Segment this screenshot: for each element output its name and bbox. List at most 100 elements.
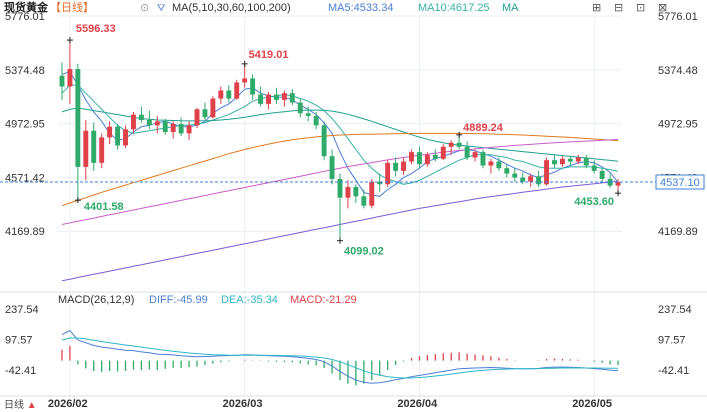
candle-body [234,82,240,99]
period-corner-label: 日线 ▲ [4,396,37,411]
period-selector[interactable]: 【日线】 [50,2,94,14]
candle [448,140,454,155]
candle-body [281,93,287,100]
instrument-title: 现货黄金 [4,2,48,14]
candle-body [385,162,391,185]
candle [178,117,184,137]
candle [59,62,65,100]
candle [591,160,597,174]
candle-body [321,125,327,157]
candle-body [202,109,208,118]
candle [552,154,557,169]
candle-body [575,157,581,162]
candle [559,156,565,167]
ma-line-ma30 [61,107,619,162]
candle [194,107,200,129]
ma-line-ma100 [61,139,619,225]
candle [464,141,470,161]
candle-body [345,186,351,198]
candle-body [496,161,502,169]
annotation-label-low: 4401.58 [84,201,124,213]
candle [432,149,438,162]
candle [210,95,216,119]
candle [353,184,359,204]
candle-body [170,123,176,133]
candle-body [528,176,534,182]
candle-body [83,130,89,167]
annotation-label-high: 5596.33 [76,23,116,35]
candle-body [258,94,264,104]
ma-chart-icon[interactable]: ⛛ [157,3,166,14]
candle [266,91,271,110]
candle-body [131,114,136,130]
candle [416,146,422,169]
candle [583,154,589,169]
settings-icon[interactable]: ⊙ [140,2,150,14]
candle-body [337,178,343,198]
y-tick-label-left: 5776.01 [5,11,45,23]
candle-body [393,162,399,171]
candle-body [567,158,573,162]
candle [289,89,295,106]
candle-body [266,94,271,104]
candle-body [599,170,605,179]
candle [170,121,176,139]
candle [440,144,446,161]
candle [393,157,399,177]
candle-body [107,126,113,138]
axes: 5776.01 5776.01 5374.48 5374.48 4972.95 4972.… [0,11,707,410]
candle-body [377,181,383,185]
candle [424,152,430,167]
candle [242,63,248,88]
macd-dea-value: DEA:-35.34 [221,294,278,306]
candle [377,173,383,193]
candle [202,102,208,120]
candle [281,90,287,107]
candle-body [123,129,128,146]
candle [250,74,256,100]
candle-body [162,121,168,133]
x-tick-label: 2026/03 [223,398,263,410]
candle [361,189,367,209]
y-tick-label-right: 5776.01 [658,11,698,23]
candle [107,121,113,145]
candle [504,164,510,178]
candle-body [488,161,494,166]
y-tick-label-left: 4169.89 [5,226,45,238]
candle-body [432,154,438,159]
annotation-label-high: 5419.01 [249,49,289,61]
candle [480,149,486,169]
candle [345,180,351,209]
x-tick-label: 2026/04 [397,398,438,410]
candle [218,86,224,104]
minus-grid-icon[interactable]: ⊟ [614,2,624,14]
candle-body [409,152,414,162]
reset-icon[interactable]: ⊡ [636,2,646,14]
macd-y-tick-label-right: 97.57 [658,334,686,346]
candle-body [504,168,510,174]
y-tick-label-right: 4972.95 [658,119,698,131]
ma-line-ma10 [61,84,619,185]
candle-body [480,152,486,166]
candle [401,157,407,175]
candle [131,111,136,134]
candle-body [305,113,311,116]
full-screen-icon[interactable]: ⊠ [658,2,668,14]
ma-params-label[interactable]: MA(5,10,30,60,100,200) [172,2,291,14]
current-price-label: 4537.10 [660,177,700,189]
candle [297,98,303,118]
triangle-up-icon[interactable]: ▲ [26,400,37,411]
macd-panel: 237.54 237.54 97.57 97.57 -42.41 -42.41 [5,304,692,386]
macd-params-label[interactable]: MACD(26,12,9) [58,294,134,306]
candle-body [115,126,121,146]
macd-value: MACD:-21.29 [290,294,357,306]
grid-icon[interactable]: ⊞ [592,2,602,14]
ma-more-value: MA [502,2,519,14]
candle-body [75,69,81,167]
candle [472,149,478,162]
candle-body [583,157,589,166]
candle [234,79,240,100]
candle [226,85,232,103]
